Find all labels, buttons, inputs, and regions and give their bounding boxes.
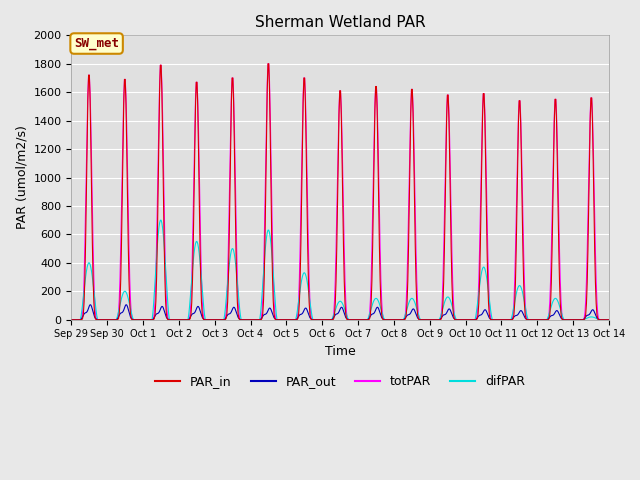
totPAR — [264, 61, 272, 67]
X-axis label: Time: Time — [324, 345, 355, 358]
PAR_out — [422, 317, 429, 323]
difPAR — [605, 317, 612, 323]
Title: Sherman Wetland PAR: Sherman Wetland PAR — [255, 15, 426, 30]
PAR_in — [406, 151, 414, 156]
PAR_out — [605, 317, 612, 323]
PAR_out — [188, 312, 196, 317]
PAR_out — [68, 317, 76, 323]
Text: SW_met: SW_met — [74, 37, 119, 50]
difPAR — [216, 317, 224, 323]
totPAR — [216, 317, 223, 323]
PAR_out — [406, 311, 414, 317]
difPAR — [157, 217, 164, 223]
totPAR — [605, 317, 612, 323]
Line: totPAR: totPAR — [72, 64, 609, 320]
totPAR — [77, 317, 85, 323]
PAR_out — [133, 317, 141, 323]
PAR_in — [605, 317, 612, 323]
PAR_in — [264, 61, 272, 67]
totPAR — [187, 297, 195, 302]
PAR_in — [132, 317, 140, 323]
Line: PAR_in: PAR_in — [72, 64, 609, 320]
PAR_in — [68, 317, 76, 323]
PAR_in — [187, 311, 195, 317]
totPAR — [68, 317, 76, 323]
totPAR — [406, 132, 414, 137]
difPAR — [422, 317, 429, 323]
PAR_in — [77, 317, 85, 323]
PAR_in — [422, 317, 429, 323]
difPAR — [406, 297, 414, 303]
totPAR — [132, 317, 140, 323]
difPAR — [132, 317, 140, 323]
PAR_in — [216, 317, 223, 323]
Line: PAR_out: PAR_out — [72, 305, 609, 320]
Legend: PAR_in, PAR_out, totPAR, difPAR: PAR_in, PAR_out, totPAR, difPAR — [150, 370, 530, 393]
totPAR — [422, 317, 429, 323]
PAR_out — [86, 302, 94, 308]
PAR_out — [216, 317, 224, 323]
difPAR — [77, 313, 85, 319]
difPAR — [188, 276, 196, 282]
difPAR — [68, 317, 76, 323]
Y-axis label: PAR (umol/m2/s): PAR (umol/m2/s) — [15, 126, 28, 229]
Line: difPAR: difPAR — [72, 220, 609, 320]
PAR_out — [77, 316, 85, 322]
